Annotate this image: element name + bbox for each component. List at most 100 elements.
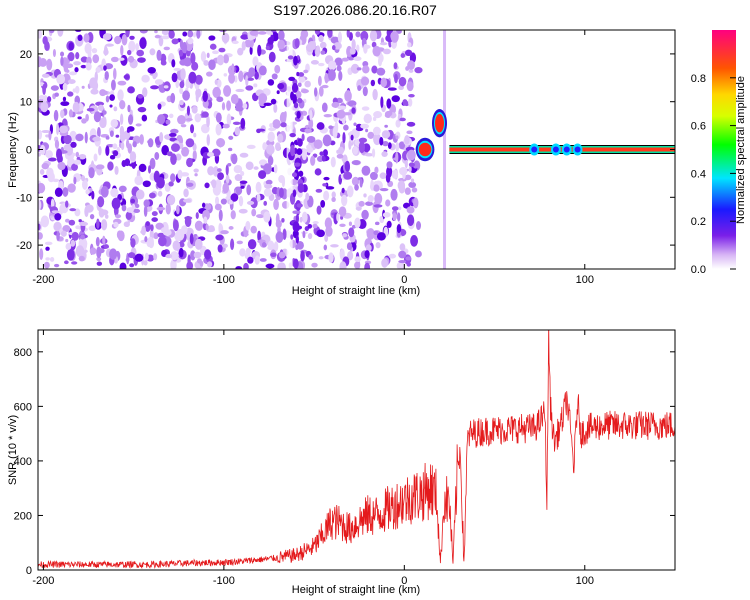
- spectrogram-noise-cell: [234, 126, 241, 136]
- carrier-blob-core: [563, 146, 570, 153]
- spectrogram-noise-cell: [321, 84, 329, 89]
- spectrogram-noise-cell: [381, 130, 391, 139]
- spectrogram-noise-cell: [319, 151, 325, 156]
- spectrogram-noise-cell: [365, 201, 374, 206]
- spectrogram-noise-cell: [263, 102, 272, 106]
- spectrogram-x-tick-label: 100: [576, 274, 594, 286]
- spectrogram-noise-cell: [179, 99, 184, 106]
- spectrogram-noise-cell: [397, 206, 402, 211]
- spectrogram-noise-cell: [127, 86, 135, 94]
- spectrogram-noise-cell: [113, 221, 119, 228]
- spectrogram-noise-cell: [410, 235, 419, 247]
- spectrogram-stripe-cell: [292, 221, 300, 232]
- spectrogram-noise-cell: [128, 40, 136, 53]
- spectrogram-noise-cell: [223, 85, 232, 97]
- spectrogram-noise-cell: [249, 45, 253, 55]
- spectrogram-noise-cell: [150, 224, 154, 232]
- spectrogram-noise-cell: [241, 41, 246, 51]
- spectrogram-noise-cell: [71, 163, 78, 171]
- spectrogram-noise-cell: [386, 98, 392, 109]
- spectrogram-noise-cell: [356, 67, 362, 71]
- spectrogram-noise-cell: [38, 152, 41, 157]
- spectrogram-noise-cell: [38, 200, 42, 210]
- spectrogram-noise-cell: [44, 41, 50, 51]
- spectrogram-noise-cell: [388, 253, 397, 259]
- spectrogram-noise-cell: [301, 133, 305, 142]
- spectrogram-noise-cell: [111, 79, 116, 91]
- spectrogram-noise-cell: [212, 183, 216, 189]
- spectrogram-noise-cell: [235, 266, 243, 269]
- spectrogram-noise-cell: [183, 198, 192, 203]
- spectrogram-noise-cell: [304, 128, 312, 134]
- spectrogram-noise-cell: [247, 77, 255, 81]
- spectrogram-noise-cell: [372, 45, 381, 57]
- spectrogram-noise-cell: [274, 64, 281, 74]
- spectrogram-noise-cell: [407, 149, 416, 161]
- spectrogram-noise-cell: [386, 220, 392, 229]
- spectrogram-noise-cell: [305, 43, 315, 53]
- spectrogram-noise-cell: [135, 203, 140, 209]
- spectrogram-noise-cell: [387, 87, 397, 91]
- spectrogram-noise-cell: [240, 171, 245, 177]
- spectrogram-noise-cell: [51, 210, 60, 214]
- spectrogram-noise-cell: [331, 101, 340, 108]
- spectrogram-noise-cell: [379, 172, 387, 179]
- spectrogram-noise-cell: [141, 225, 147, 236]
- spectrogram-noise-cell: [353, 122, 357, 126]
- spectrogram-noise-cell: [109, 94, 115, 101]
- spectrogram-noise-cell: [68, 42, 74, 51]
- spectrogram-noise-cell: [95, 66, 101, 73]
- spectrogram-noise-cell: [207, 151, 215, 157]
- spectrogram-noise-cell: [112, 143, 118, 150]
- spectrogram-noise-cell: [312, 223, 318, 229]
- spectrogram-noise-cell: [273, 198, 279, 211]
- spectrogram-noise-cell: [62, 187, 69, 197]
- snr-x-tick-label: 100: [576, 575, 594, 587]
- spectrogram-noise-cell: [385, 199, 391, 207]
- spectrogram-noise-cell: [337, 105, 347, 110]
- spectrogram-noise-cell: [277, 83, 285, 90]
- spectrogram-noise-cell: [410, 178, 415, 183]
- spectrogram-noise-cell: [96, 126, 101, 138]
- spectrogram-noise-cell: [313, 139, 323, 150]
- spectrogram-noise-cell: [60, 109, 65, 119]
- spectrogram-stripe-cell: [298, 72, 305, 77]
- spectrogram-noise-cell: [171, 143, 180, 152]
- snr-panel: -200 -100 0 100 0 200 400 600 800 Height of stra…: [7, 329, 676, 596]
- spectrogram-noise-cell: [362, 86, 368, 97]
- spectrogram-y-axis-label: Frequency (Hz): [7, 112, 19, 188]
- spectrogram-noise-cell: [351, 160, 361, 166]
- spectrogram-noise-cell: [171, 72, 178, 83]
- spectrogram-noise-cell: [154, 79, 164, 85]
- spectrogram-noise-cell: [192, 31, 197, 38]
- spectrogram-noise-cell: [148, 192, 156, 199]
- colorbar-tick-label: 0.4: [691, 168, 706, 180]
- spectrogram-y-tick-label: -10: [16, 192, 32, 204]
- spectrogram-noise-cell: [171, 59, 176, 68]
- spectrogram-noise-cell: [179, 87, 184, 95]
- spectrogram-noise-cell: [126, 128, 131, 133]
- spectrogram-noise-cell: [160, 227, 167, 233]
- spectrogram-noise-cell: [187, 37, 194, 45]
- spectrogram-noise-cell: [68, 109, 73, 118]
- spectrogram-noise-cell: [214, 203, 222, 211]
- spectrogram-noise-cell: [48, 130, 52, 141]
- spectrogram-noise-cell: [73, 159, 81, 165]
- spectrogram-noise-cell: [267, 240, 275, 250]
- spectrogram-noise-cell: [185, 138, 195, 148]
- spectrogram-noise-cell: [264, 184, 273, 189]
- spectrogram-noise-cell: [214, 79, 218, 85]
- spectrogram-noise-cell: [121, 204, 127, 212]
- spectrogram-noise-cell: [135, 189, 145, 200]
- spectrogram-noise-cell: [306, 146, 314, 153]
- spectrogram-noise-cell: [275, 213, 280, 226]
- spectrogram-noise-cell: [322, 183, 327, 187]
- spectrogram-noise-cell: [360, 123, 370, 129]
- spectrogram-noise-cell: [102, 33, 112, 41]
- colorbar-ticks: 0.0 0.2 0.4 0.6 0.8: [691, 73, 736, 276]
- spectrogram-noise-cell: [212, 50, 219, 55]
- spectrogram-noise-cell: [376, 67, 386, 76]
- spectrogram-noise-cell: [279, 187, 284, 199]
- spectrogram-noise-cell: [57, 30, 64, 37]
- spectrogram-noise-cell: [305, 192, 310, 201]
